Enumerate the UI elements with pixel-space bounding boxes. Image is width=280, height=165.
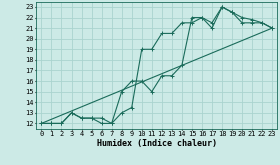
X-axis label: Humidex (Indice chaleur): Humidex (Indice chaleur): [97, 139, 217, 148]
